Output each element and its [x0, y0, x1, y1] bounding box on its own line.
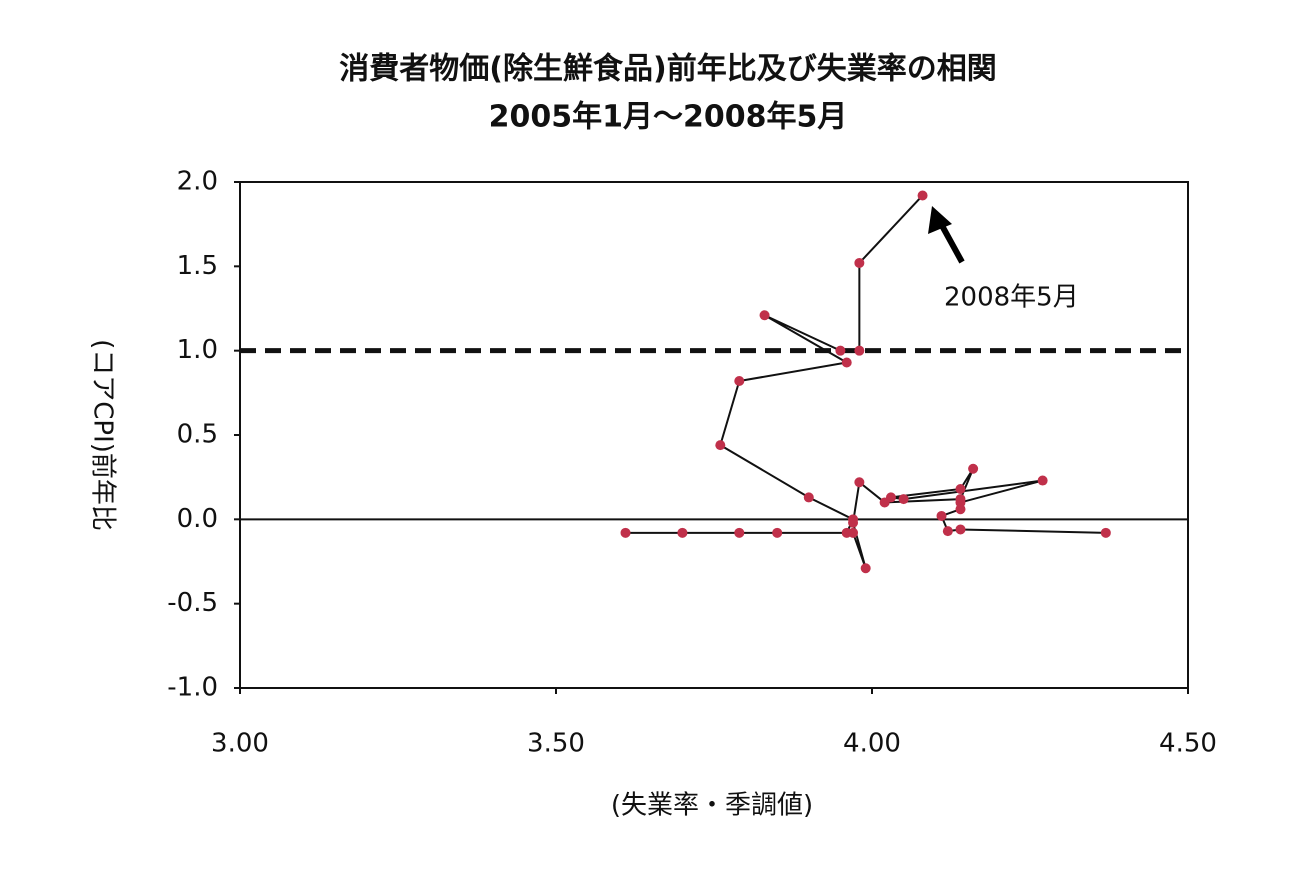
chart-title: 消費者物価(除生鮮食品)前年比及び失業率の相関: [339, 52, 996, 87]
x-tick-label: 4.00: [843, 729, 901, 759]
x-tick-label: 3.50: [527, 729, 585, 759]
point: [854, 345, 865, 356]
point: [803, 492, 814, 503]
point: [734, 527, 745, 538]
point: [854, 257, 865, 268]
point: [955, 483, 966, 494]
point: [715, 440, 726, 451]
connecting-line: [625, 194, 1106, 569]
point: [841, 357, 852, 368]
point: [968, 463, 979, 474]
point: [835, 345, 846, 356]
x-tick-label: 4.50: [1159, 729, 1217, 759]
point: [955, 524, 966, 535]
point: [772, 527, 783, 538]
y-tick-label: 2.0: [177, 167, 218, 197]
point: [1100, 527, 1111, 538]
point: [620, 527, 631, 538]
point: [734, 376, 745, 387]
point: [917, 190, 928, 201]
point: [936, 510, 947, 521]
x-axis-label: (失業率・季調値): [611, 791, 813, 821]
point: [677, 527, 688, 538]
annotation-arrow: [928, 206, 965, 264]
y-tick-label: 1.0: [177, 335, 218, 365]
y-tick-label: 1.5: [177, 251, 218, 281]
point: [942, 526, 953, 537]
point: [879, 497, 890, 508]
chart-subtitle: 2005年1月～2008年5月: [489, 100, 848, 135]
x-tick-label: 3.00: [211, 729, 269, 759]
plot-frame: [239, 181, 1189, 689]
annotation: 2008年5月: [944, 283, 1079, 313]
y-tick-label: 0.5: [177, 420, 218, 450]
y-tick-label: 0.0: [177, 504, 218, 534]
point: [1037, 475, 1048, 486]
y-tick-label: -1.0: [167, 673, 218, 703]
y-axis-label: (コアCPI)前年比: [88, 339, 118, 531]
point: [841, 527, 852, 538]
point: [860, 563, 871, 574]
point: [848, 514, 859, 525]
point: [955, 494, 966, 505]
y-tick-label: -0.5: [167, 588, 218, 618]
point: [898, 494, 909, 505]
point: [854, 477, 865, 488]
point: [759, 310, 770, 321]
